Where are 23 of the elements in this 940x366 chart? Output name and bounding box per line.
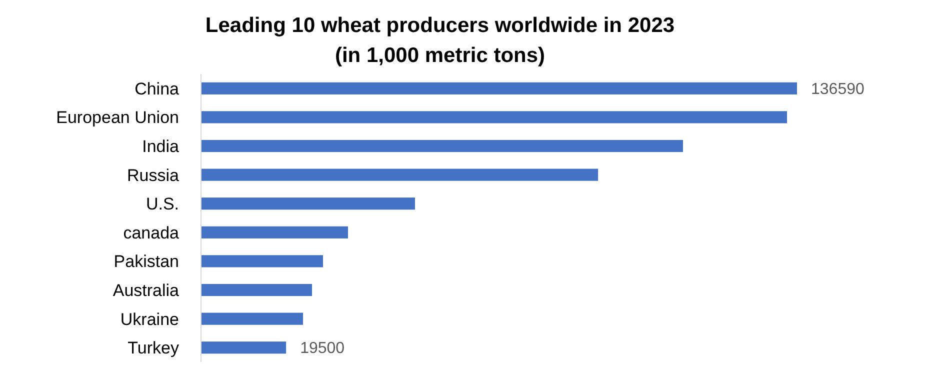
bar [201, 312, 304, 325]
bar [201, 198, 415, 210]
data-label: 136590 [811, 81, 864, 98]
y-tick-label: India [142, 136, 180, 156]
bar [201, 342, 286, 354]
bar [201, 111, 788, 124]
y-tick-label: Australia [112, 280, 180, 300]
bar [201, 82, 797, 94]
y-tick-label: China [134, 79, 180, 98]
bar [201, 140, 683, 152]
y-tick-label: U.S. [146, 194, 179, 214]
data-label: 19500 [300, 340, 345, 358]
y-tick-label: Pakistan [114, 252, 179, 272]
y-tick-label: European Union [56, 108, 179, 128]
y-tick-label: Russia [127, 166, 180, 185]
bar [201, 168, 598, 181]
bar [201, 255, 323, 268]
y-tick-label: canada [123, 223, 180, 242]
chart-title: Leading 10 wheat producers worldwide in 2023 (in 1,000 metric tons) [205, 14, 675, 67]
y-tick-label: Ukraine [120, 310, 179, 329]
bar [201, 226, 348, 238]
bar [201, 284, 312, 296]
y-tick-label: Turkey [128, 338, 180, 358]
